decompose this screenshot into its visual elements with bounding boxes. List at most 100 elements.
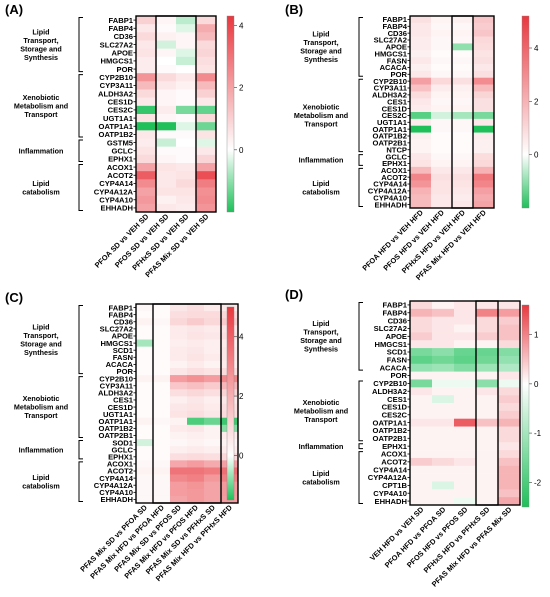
heatmap-cell-apoe-4 [196,48,217,58]
heatmap-cell-gclc-3 [452,153,474,161]
heatmap-cell-ces1-3 [454,395,477,404]
heatmap-cell-cyp4a14-2 [432,465,455,474]
heatmap-cell-oatp1a1-3 [176,122,197,131]
heatmap-cell-cyp4a12a-2 [431,187,453,195]
row-label-ehhadh: EHHADH [101,204,134,213]
heatmap-cell-oatp1a1-4 [196,122,217,131]
heatmap-cell-oatp2b1-5 [498,434,521,443]
heatmap-cell-ehhadh-5 [498,497,521,506]
heatmap-cell-oatp1b2-3 [454,426,477,435]
row-label-oatp1a1: OATP1A1 [99,417,134,426]
heatmap-cell-ephx1-3 [170,453,188,461]
heatmap-cell-slc27a2-3 [454,324,477,333]
heatmap-cell-cyp4a14-5 [498,465,521,474]
heatmap-cell-slc27a2-4 [187,325,205,333]
row-label-cyp2b10: CYP2B10 [373,77,407,86]
heatmap-cell-hmgcs1-1 [410,340,433,349]
row-label-acaca: ACACA [106,360,134,369]
heatmap-cell-oatp1b2-5 [204,424,222,433]
row-label-oatp2b1: OATP2B1 [373,139,408,148]
heatmap-cell-cyp4a10-4 [196,195,217,205]
heatmap-cell-cyp2b10-3 [452,77,474,85]
heatmap-cell-acox1-1 [136,163,157,172]
row-label-fasn: FASN [387,356,407,365]
heatmap-cell-oatp1a1-1 [136,122,157,131]
heatmap-cell-por-2 [431,70,453,79]
heatmap-cell-cyp2b10-2 [153,375,171,383]
colorbar-tick-label: 4 [239,21,244,30]
colorbar-tick-label: 2 [534,97,539,106]
heatmap-cell-oatp1b2-2 [156,130,177,139]
heatmap-cell-fabp1-4 [473,16,495,24]
heatmap-cell-hmgcs1-4 [187,339,205,347]
heatmap-cell-sod1-5 [204,439,222,447]
colorbar-tick-label: 4 [239,333,244,342]
heatmap-cell-fabp4-5 [204,311,222,319]
heatmap-cell-ces1d-3 [454,403,477,412]
heatmap-cell-aldh3a2-1 [136,89,157,98]
heatmap-cell-acox1-3 [176,163,197,172]
heatmap-cell-acox1-3 [170,460,188,468]
heatmap-cell-cyp4a10-4 [476,489,499,498]
heatmap-cell-aldh3a2-5 [204,389,222,397]
heatmap-cell-acaca-1 [410,363,433,372]
heatmap-cell-fabp4-2 [432,308,455,317]
colorbar-tick-label: 2 [239,392,244,401]
heatmap-cell-cyp4a12a-3 [176,187,197,196]
heatmap-cell-gclc-3 [176,146,197,156]
heatmap-cell-ces1d-1 [410,403,433,412]
group-bracket [358,451,363,504]
heatmap-cell-ugt1a1-4 [196,114,217,123]
row-label-cyp2b10: CYP2B10 [99,73,133,82]
heatmap-cell-por-1 [410,70,432,79]
heatmap-cell-oatp1a1-5 [498,418,521,427]
colorbar [521,15,530,209]
heatmap-cell-ces1d-2 [431,105,453,113]
heatmap-cell-ehhadh-5 [204,495,222,504]
heatmap-cell-acot2-3 [452,173,474,181]
heatmap-cell-acaca-2 [153,360,171,369]
heatmap-cell-cyp2b10-4 [196,73,217,82]
heatmap-cell-acot2-4 [476,457,499,467]
row-label-por: POR [117,65,134,74]
heatmap-cell-oatp1b2-2 [431,132,453,140]
row-label-cyp4a12a: CYP4A12A [368,187,408,196]
heatmap-cell-cyp4a10-2 [431,194,453,202]
heatmap-cell-aldh3a2-3 [176,89,197,98]
heatmap-cell-scd1-4 [187,346,205,355]
heatmap-cell-acox1-1 [410,166,432,175]
row-label-fasn: FASN [387,56,407,65]
heatmap-cell-gstm5-3 [176,138,197,147]
heatmap-cell-ehhadh-2 [156,203,177,213]
heatmap-cell-ehhadh-3 [170,495,188,504]
heatmap-cell-oatp1a1-2 [153,417,171,426]
heatmap-cell-cyp4a14-3 [170,474,188,482]
heatmap-cell-acot2-3 [454,457,477,467]
heatmap-cell-acox1-4 [187,460,205,468]
heatmap-cell-slc27a2-4 [476,324,499,333]
heatmap-cell-cyp2b10-3 [170,375,188,383]
heatmap-cell-ces1d-2 [432,403,455,412]
row-label-cyp4a12a: CYP4A12A [94,187,134,196]
heatmap-cell-aldh3a2-3 [170,389,188,397]
group-label-xenobiotic-metabolism-and-transport: Xenobiotic Metabolism and Transport [14,93,68,119]
heatmap-cell-apoe-4 [473,43,495,51]
heatmap-cell-aldh3a2-3 [454,387,477,396]
heatmap-cell-cd36-2 [432,316,455,325]
panel-label: (C) [5,290,23,305]
heatmap-cell-ces1d-4 [473,105,495,113]
heatmap-cell-por-3 [452,70,474,79]
colorbar-tick-label: 0 [239,451,244,460]
heatmap-cell-fabp4-5 [498,308,521,317]
group-bracket [358,443,363,450]
heatmap-cell-gstm5-1 [136,138,157,147]
heatmap-cell-sod1-4 [187,439,205,447]
heatmap-cell-slc27a2-4 [473,36,495,44]
heatmap-cell-gclc-3 [170,446,188,454]
heatmap-cell-cpt1b-3 [454,481,477,490]
heatmap-cell-cyp4a14-1 [136,179,157,188]
heatmap-cell-apoe-3 [452,43,474,51]
heatmap-cell-por-5 [498,371,521,380]
heatmap-cell-cyp4a10-4 [187,488,205,497]
heatmap-cell-slc27a2-3 [170,325,188,333]
